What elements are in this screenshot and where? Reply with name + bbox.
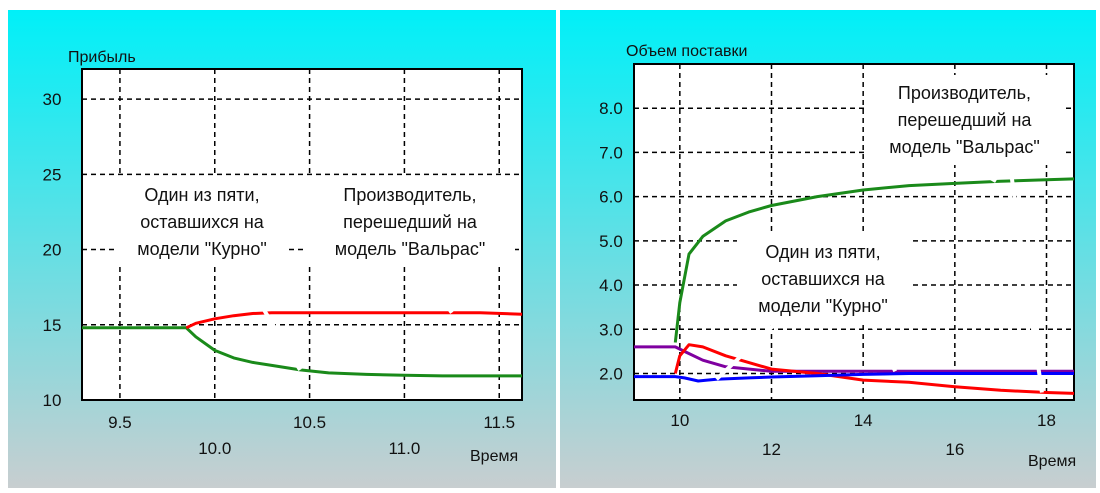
profit-series-green-line (82, 326, 522, 378)
supply-annotation-text: перешедший на (898, 110, 1033, 130)
profit-xlabel: Время (470, 448, 518, 465)
supply-xtick-label: 14 (854, 411, 873, 430)
supply-annotation-text: модель "Вальрас" (889, 137, 1040, 157)
profit-annotation-box (305, 177, 515, 265)
profit-annotation-box (116, 177, 288, 265)
supply-ylabel: Объем поставки (626, 43, 747, 60)
supply-ytick-label: 7.0 (599, 143, 623, 162)
supply-annotation-text: модели "Курно" (758, 296, 888, 316)
supply-series-red-line (673, 343, 1074, 395)
profit-annotation-pointer (416, 263, 454, 314)
supply-ytick-label: 2.0 (599, 364, 623, 383)
profit-annotation-text: Один из пяти, (144, 185, 259, 205)
supply-series-blue-line (634, 372, 1074, 383)
supply-annotation-pointer (715, 322, 777, 381)
profit-ytick-label: 15 (43, 316, 62, 335)
profit-annotation-text: оставшихся на (140, 212, 265, 232)
profit-xtick-label: 10.0 (198, 439, 231, 458)
profit-ytick-label: 30 (43, 90, 62, 109)
profit-annotation-text: перешедший на (343, 212, 478, 232)
supply-annotation-pointer (870, 323, 898, 373)
profit-xtick-label: 11.5 (483, 413, 515, 432)
supply-xlabel: Время (1028, 453, 1076, 470)
profit-xtick-label: 11.0 (388, 439, 420, 458)
supply-ytick-label: 4.0 (599, 276, 623, 295)
profit-annotation-pointer (235, 263, 302, 371)
supply-annotation-text: Производитель, (898, 83, 1031, 103)
supply-ytick-label: 3.0 (599, 320, 623, 339)
profit-annotation-text: Производитель, (343, 185, 476, 205)
supply-ytick-label: 5.0 (599, 232, 623, 251)
profit-ytick-label: 10 (43, 391, 62, 410)
profit-ylabel: Прибыль (68, 49, 136, 66)
supply-annotation-box (867, 75, 1062, 165)
profit-ytick-label: 25 (43, 165, 62, 184)
supply-ytick-label: 8.0 (599, 99, 623, 118)
supply-xtick-label: 16 (945, 440, 964, 459)
supply-annotation-pointer (967, 163, 998, 183)
supply-annotation-pointer (1008, 164, 1044, 393)
supply-xtick-label: 18 (1037, 411, 1056, 430)
supply-ytick-label: 6.0 (599, 188, 623, 207)
supply-chart: Объем поставки Время 2.0 3.0 4.0 5.0 6.0 7.0 8… (599, 43, 1076, 470)
supply-xtick-label: 10 (670, 411, 689, 430)
profit-xtick-label: 9.5 (108, 413, 132, 432)
supply-annotation-text: оставшихся на (761, 269, 886, 289)
supply-xtick-label: 12 (762, 440, 781, 459)
profit-annotation-text: модель "Вальрас" (335, 239, 486, 259)
supply-annotation-box (737, 234, 909, 324)
profit-ytick-label: 20 (43, 241, 62, 260)
profit-xtick-label: 10.5 (293, 413, 326, 432)
supply-annotation-text: Один из пяти, (765, 242, 880, 262)
profit-annotation-text: модели "Курно" (137, 239, 267, 259)
profit-chart: Прибыль Время 10 15 20 25 30 9.5 10.5 11.5 10.0 1… (43, 49, 523, 465)
profit-series-red-line (185, 311, 522, 330)
